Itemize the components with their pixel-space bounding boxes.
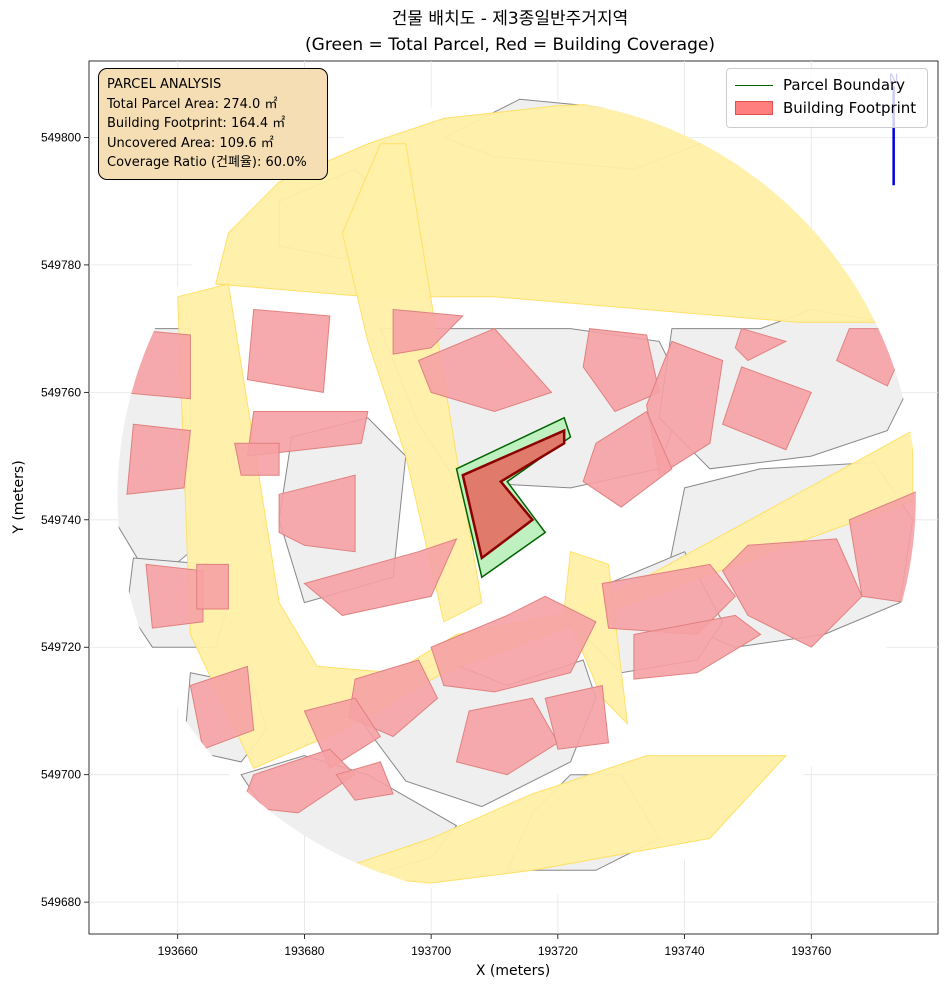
context-building xyxy=(633,614,762,680)
plot-content: N xyxy=(117,72,916,897)
analysis-total-area: Total Parcel Area: 274.0 ㎡ xyxy=(107,96,278,112)
x-tick-label: 193660 xyxy=(158,944,198,958)
context-building xyxy=(646,340,724,477)
analysis-uncovered-area: Uncovered Area: 109.6 ㎡ xyxy=(107,135,274,151)
context-building xyxy=(430,595,597,693)
chart-subtitle: (Green = Total Parcel, Red = Building Co… xyxy=(305,35,715,55)
context-building xyxy=(234,442,280,476)
context-building xyxy=(417,328,553,413)
road-polygon xyxy=(341,143,483,623)
context-building xyxy=(303,697,382,770)
legend-line-swatch xyxy=(735,84,773,86)
target-building xyxy=(461,428,566,561)
context-building xyxy=(721,538,863,648)
context-building xyxy=(721,366,812,451)
context-building xyxy=(582,328,660,413)
context-building xyxy=(189,665,255,750)
chart-title: 건물 배치도 - 제3종일반주거지역 xyxy=(392,9,628,29)
analysis-coverage-ratio: Coverage Ratio (건폐율): 60.0% xyxy=(107,155,307,170)
context-building xyxy=(455,697,559,776)
context-building xyxy=(392,308,464,355)
context-building xyxy=(848,487,916,604)
legend-label-parcel: Parcel Boundary xyxy=(783,76,906,94)
analysis-heading: PARCEL ANALYSIS xyxy=(107,77,222,92)
context-building xyxy=(582,410,673,508)
y-tick-label: 549700 xyxy=(41,768,81,782)
y-tick-label: 549680 xyxy=(41,895,81,909)
x-tick-label: 193720 xyxy=(538,944,578,958)
x-axis-ticks: 193660 193680 193700 193720 193740 193760 xyxy=(158,934,832,958)
y-axis-ticks: 549680 549700 549720 549740 549760 549780 5498… xyxy=(41,130,89,909)
context-building xyxy=(303,538,458,616)
legend-label-building: Building Footprint xyxy=(783,99,917,117)
legend: Parcel Boundary Building Footprint xyxy=(726,68,928,128)
y-tick-label: 549740 xyxy=(41,513,81,527)
context-building xyxy=(335,761,394,801)
legend-item-parcel: Parcel Boundary xyxy=(735,74,905,96)
context-building xyxy=(196,563,229,610)
legend-patch-swatch xyxy=(735,101,773,115)
context-building xyxy=(278,474,356,553)
x-tick-label: 193700 xyxy=(411,944,451,958)
parcel-analysis-box: PARCEL ANALYSIS Total Parcel Area: 274.0… xyxy=(98,68,328,180)
context-building xyxy=(601,563,736,636)
x-tick-label: 193680 xyxy=(284,944,324,958)
y-tick-label: 549720 xyxy=(41,640,81,654)
legend-item-building: Building Footprint xyxy=(735,97,916,119)
context-building xyxy=(145,563,204,629)
x-tick-label: 193740 xyxy=(665,944,705,958)
y-tick-label: 549780 xyxy=(41,258,81,272)
y-axis-label: Y (meters) xyxy=(11,460,27,534)
context-building xyxy=(126,423,191,495)
x-axis-label: X (meters) xyxy=(476,963,550,979)
analysis-building-footprint: Building Footprint: 164.4 ㎡ xyxy=(107,116,286,131)
x-tick-label: 193760 xyxy=(791,944,831,958)
context-building xyxy=(734,327,788,362)
context-building xyxy=(246,308,331,393)
context-building xyxy=(544,684,610,750)
context-layer xyxy=(117,98,916,897)
y-tick-label: 549800 xyxy=(41,130,81,144)
y-tick-label: 549760 xyxy=(41,385,81,399)
